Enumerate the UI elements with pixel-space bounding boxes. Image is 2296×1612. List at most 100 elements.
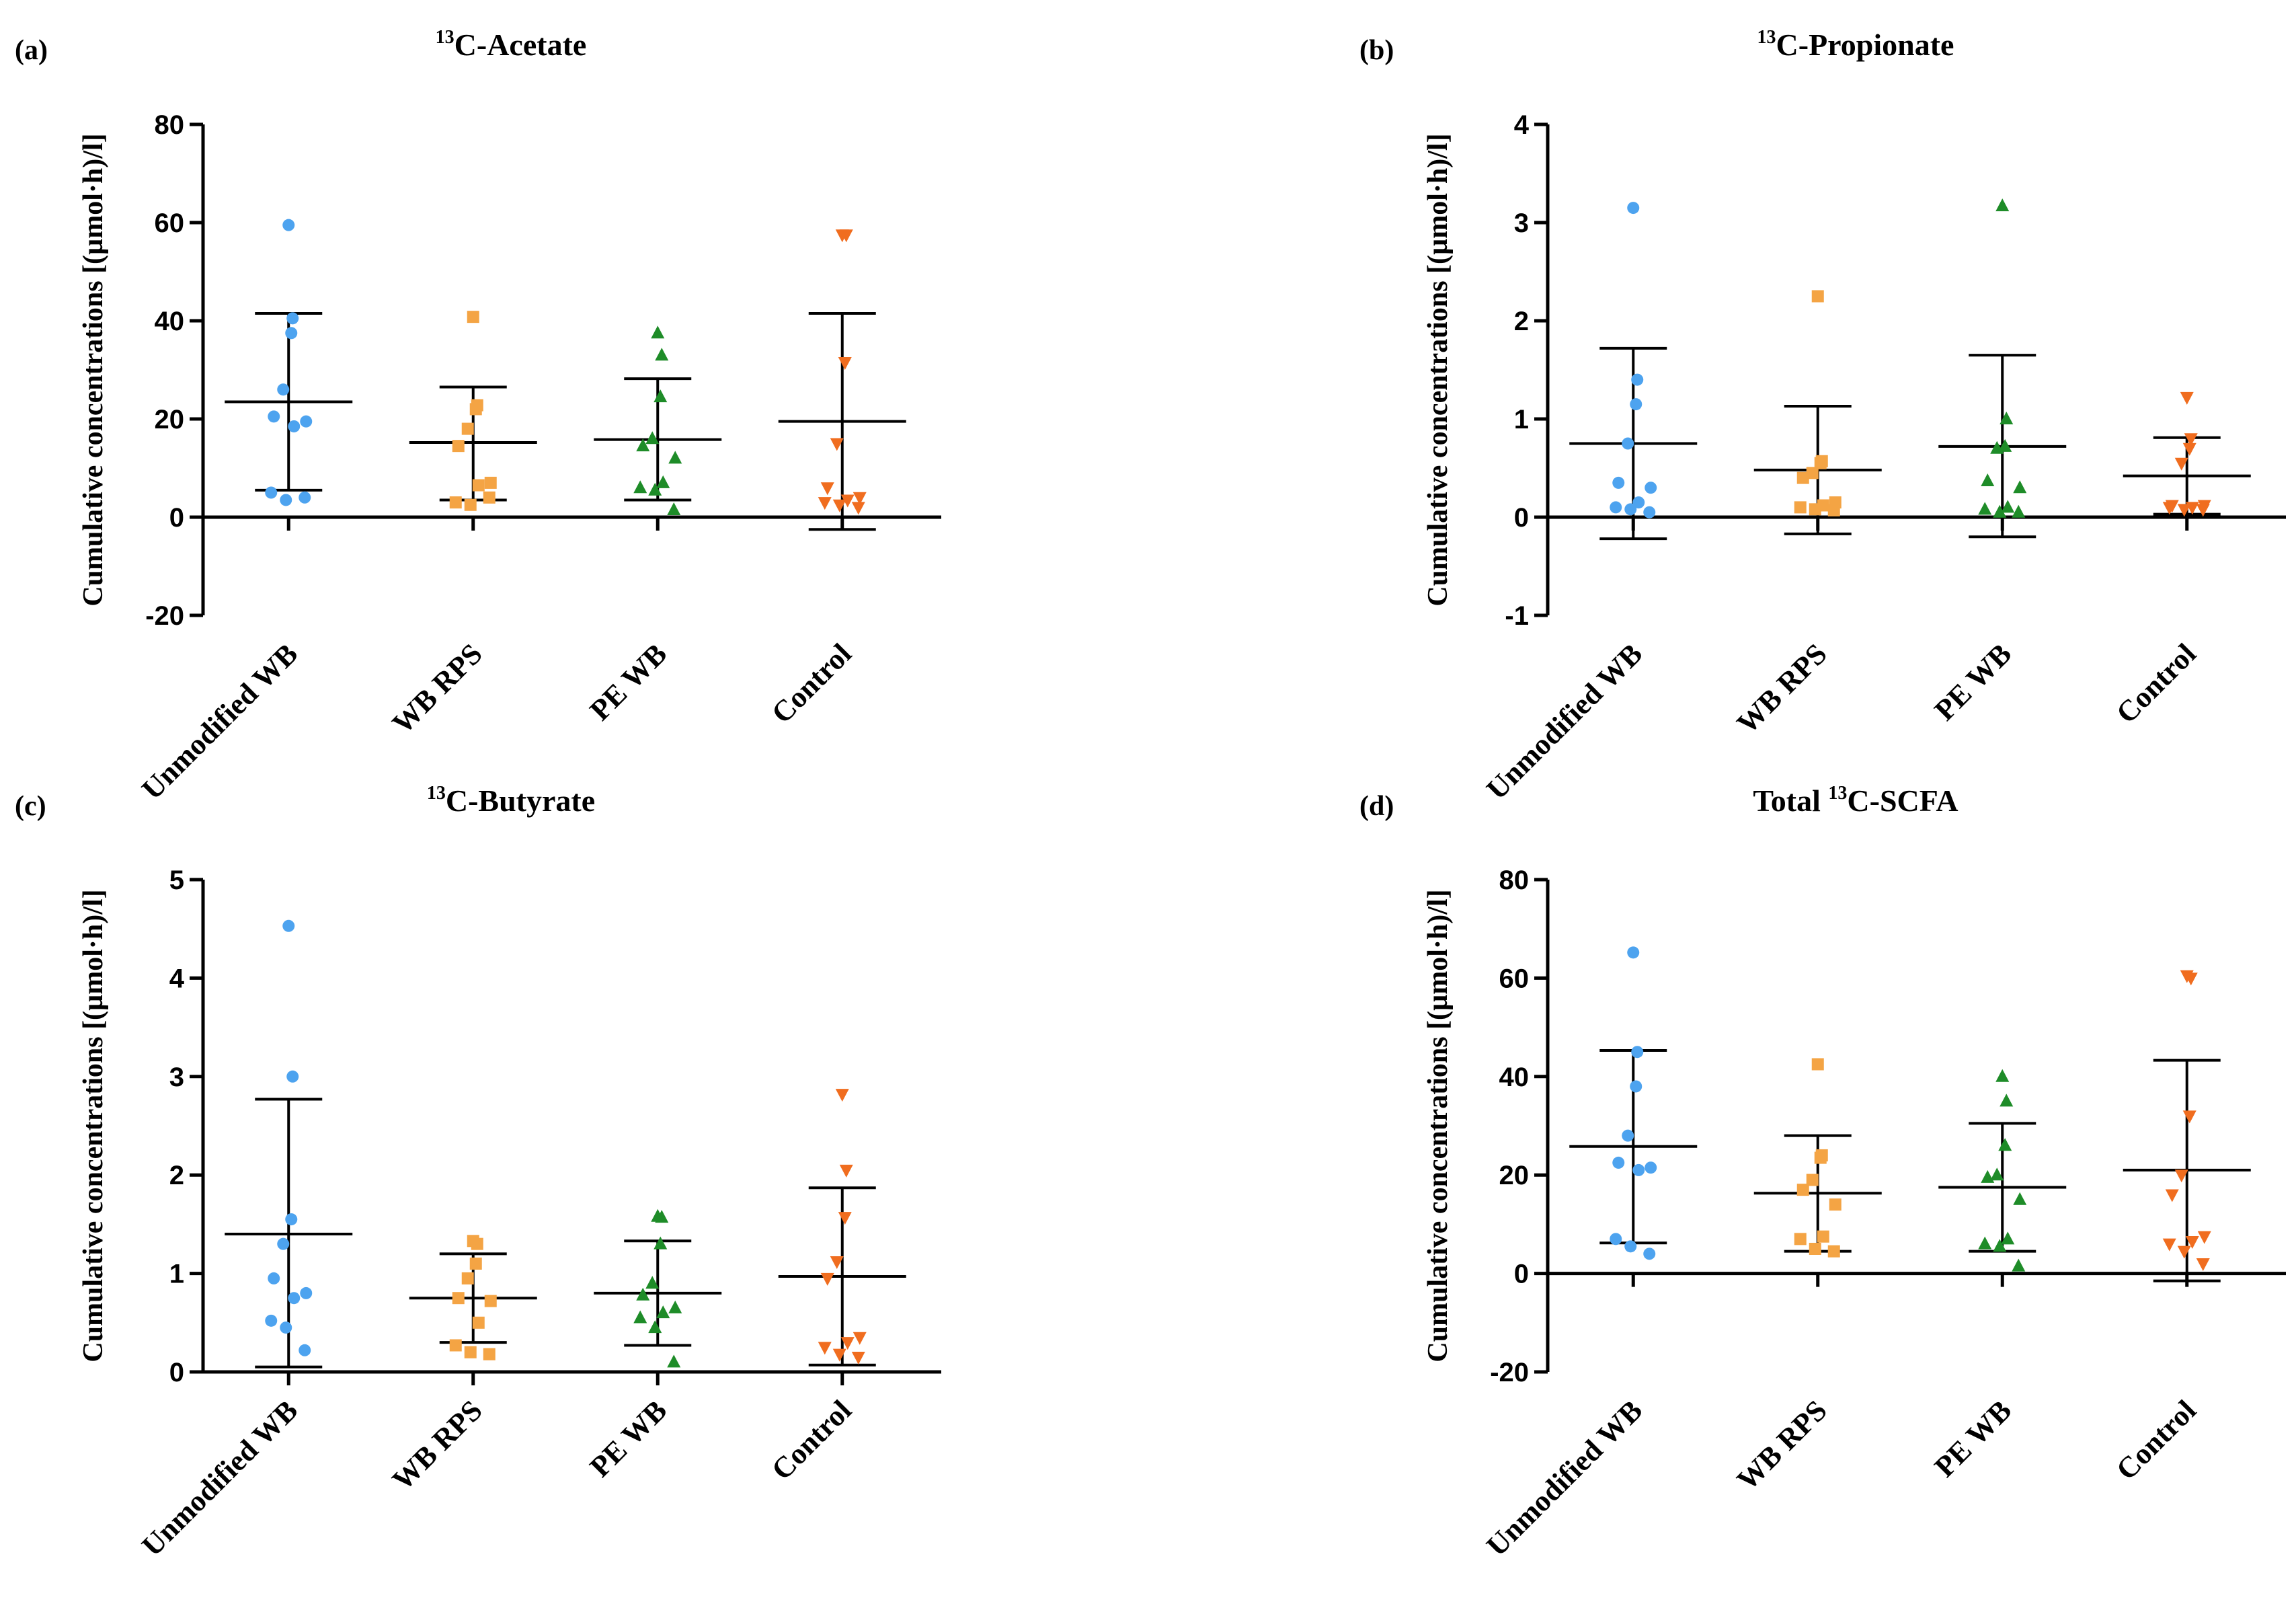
data-point [483,491,496,504]
data-point [1631,373,1644,386]
y-tick-label: 60 [1499,964,1530,993]
data-point [1814,1151,1827,1164]
data-point [2184,433,2198,447]
y-axis-label: Cumulative concentrations [(µmol·h)/l] [78,889,109,1362]
x-tick-label: PE WB [1928,637,2018,726]
series-unmodified-wb [1569,202,1698,541]
data-point [1981,1169,1995,1183]
data-point [636,1287,650,1301]
title-main: C-Propionate [1776,28,1954,62]
data-point [1978,502,1992,515]
data-point [2162,502,2176,515]
data-point [472,479,485,492]
panel-label: (a) [15,35,48,66]
series-pe-wb [1938,1069,2067,1272]
data-point [1827,504,1840,516]
data-point [1645,1161,1657,1174]
data-point [830,1256,844,1270]
data-point [839,229,853,243]
data-point [820,1272,834,1286]
data-point [645,431,660,445]
series-control [2123,391,2251,517]
data-point [851,502,865,515]
data-point [282,919,295,932]
data-point [1794,501,1807,514]
data-point [1643,1248,1656,1260]
data-point [285,327,298,340]
panel-title: 13C-Butyrate [427,783,595,818]
data-point [300,415,313,428]
data-point [1645,482,1657,494]
data-point [648,482,662,496]
data-point [1809,1243,1821,1255]
x-tick-label: Control [2110,637,2203,730]
series-control [778,1089,906,1367]
series-control [2123,970,2251,1282]
data-point [2180,391,2194,405]
y-tick-label: 5 [169,866,184,895]
title-superscript: 13 [1828,783,1847,804]
data-point [464,1346,477,1358]
x-tick-label: Control [765,637,858,730]
x-tick-label: WB RPS [386,637,489,740]
data-point [1612,476,1625,489]
title-superscript: 13 [427,783,446,804]
y-axis-label: Cumulative concentrations [(µmol·h)/l] [78,133,109,606]
x-tick-label: Unmodified WB [135,637,304,806]
data-point [2012,504,2026,518]
data-point [469,403,482,416]
data-point [853,492,867,505]
y-tick-label: 0 [1514,1260,1529,1289]
panel-title: 13C-Acetate [436,27,587,62]
data-point [1990,440,2004,454]
data-point [648,1320,662,1334]
data-point [655,348,669,361]
title-superscript: 13 [436,27,454,48]
data-point [1993,1239,2007,1252]
data-point [654,389,668,403]
data-point [818,497,832,510]
x-tick-label: PE WB [584,637,673,726]
panel-label: (d) [1359,791,1394,822]
data-point [265,1314,278,1327]
data-point [484,1295,497,1307]
data-point [2165,1189,2179,1202]
data-point [483,1348,496,1360]
series-unmodified-wb [225,219,353,506]
data-point [832,499,846,512]
data-point [464,498,477,511]
data-point [2182,443,2196,456]
data-point [288,420,301,432]
y-tick-label: 2 [1514,307,1529,336]
data-point [633,1310,647,1323]
x-tick-label: WB RPS [1731,1393,1833,1496]
data-point [667,502,681,516]
y-tick-label: -20 [145,601,184,631]
data-point [1622,1129,1634,1142]
data-point [1827,1245,1840,1258]
data-point [2174,1169,2188,1183]
data-point [2000,412,2014,424]
y-tick-label: 80 [155,110,185,140]
data-point [1978,1236,1992,1250]
data-point [1630,1080,1642,1093]
title-main: C-SCFA [1847,783,1958,818]
data-point [838,1212,852,1225]
data-point [2162,1238,2176,1252]
data-point [1627,202,1640,215]
data-point [2174,457,2188,471]
y-tick-label: 40 [155,307,185,336]
data-point [655,1210,669,1223]
y-tick-label: 1 [169,1260,184,1289]
data-point [268,410,280,423]
y-tick-label: 40 [1499,1063,1530,1092]
data-point [2196,1258,2210,1271]
y-tick-label: -1 [1505,601,1529,631]
data-point [469,1257,482,1270]
data-point [1806,1174,1819,1186]
data-point [835,1089,849,1102]
data-point [285,1213,298,1226]
data-point [461,1272,474,1284]
data-point [839,1164,853,1178]
